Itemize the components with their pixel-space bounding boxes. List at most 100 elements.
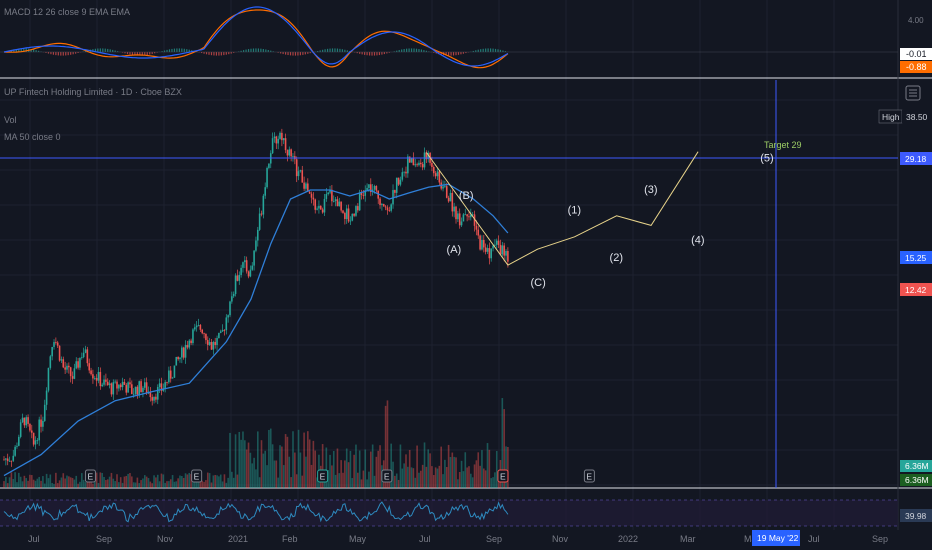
- candle-body: [275, 136, 278, 144]
- volume-bar: [143, 475, 146, 488]
- volume-bar: [321, 444, 324, 488]
- candle-body: [403, 171, 405, 173]
- volume-bar: [336, 448, 339, 488]
- price-legend: UP Fintech Holding Limited · 1D · Cboe B…: [4, 87, 182, 97]
- candle-body: [225, 317, 228, 331]
- macd-pane[interactable]: MACD 12 26 close 9 EMA EMA: [0, 6, 898, 69]
- candle-body: [56, 342, 59, 346]
- volume-bar: [156, 474, 159, 488]
- macd-histogram-bar: [220, 52, 222, 56]
- macd-histogram-bar: [70, 52, 72, 55]
- volume-bar: [395, 473, 398, 488]
- volume-bar: [127, 473, 129, 488]
- volume-bar: [36, 478, 39, 488]
- candle-body: [29, 423, 31, 431]
- volume-bar: [219, 474, 222, 488]
- macd-histogram-bar: [475, 50, 477, 52]
- volume-bar: [360, 479, 363, 488]
- volume-bar: [362, 470, 365, 488]
- wave-label: (1): [568, 205, 581, 217]
- volume-bar: [136, 477, 139, 488]
- volume-bar: [507, 446, 509, 488]
- earnings-marker: [191, 469, 203, 483]
- volume-bar: [86, 480, 89, 488]
- volume-bar: [256, 431, 259, 488]
- macd-histogram-bar: [23, 48, 25, 52]
- candle-body: [431, 162, 433, 168]
- macd-histogram-bar: [77, 52, 79, 54]
- candle-body: [18, 436, 20, 446]
- macd-histogram-bar: [67, 52, 69, 56]
- volume-bar: [373, 475, 376, 488]
- volume-bar: [505, 446, 507, 488]
- candle-body: [238, 274, 241, 281]
- volume-bar: [201, 480, 204, 488]
- macd-histogram-bar: [230, 52, 232, 54]
- volume-bar: [30, 475, 33, 488]
- macd-histogram-bar: [252, 48, 255, 52]
- macd-histogram-bar: [210, 52, 213, 56]
- candle-body: [30, 430, 33, 433]
- volume-bar: [160, 473, 163, 488]
- candle-body: [145, 382, 148, 394]
- macd-histogram-bar: [452, 52, 455, 56]
- macd-histogram-bar: [109, 49, 111, 52]
- candle-body: [131, 384, 133, 394]
- volume-bar: [479, 465, 481, 488]
- volume-bar: [431, 466, 433, 488]
- volume-bar: [392, 461, 394, 488]
- candle-body: [266, 167, 268, 188]
- candle-body: [121, 381, 124, 388]
- macd-histogram-bar: [124, 52, 126, 54]
- macd-histogram-bar: [57, 52, 59, 56]
- volume-bar: [290, 477, 292, 488]
- volume-bar: [12, 478, 15, 488]
- macd-histogram-bar: [265, 49, 267, 52]
- volume-bar: [56, 483, 59, 488]
- candle-body: [71, 376, 74, 379]
- candle-body: [357, 206, 359, 211]
- candle-body: [197, 324, 200, 326]
- macd-histogram-bar: [228, 52, 230, 55]
- volume-bar: [92, 483, 94, 488]
- candle-body: [412, 158, 415, 166]
- price-candles[interactable]: [3, 128, 509, 467]
- macd-histogram-bar: [284, 52, 287, 55]
- candle-body: [381, 203, 383, 206]
- candle-body: [223, 329, 226, 331]
- candle-body: [140, 381, 142, 393]
- volume-bar: [468, 466, 470, 488]
- volume-bar: [134, 482, 137, 488]
- macd-histogram-bar: [161, 51, 163, 52]
- candle-body: [395, 177, 398, 193]
- candle-body: [69, 367, 72, 377]
- candle-body: [390, 204, 392, 211]
- volume-bar: [453, 456, 455, 488]
- candle-body: [281, 132, 283, 141]
- volume-bar: [503, 409, 505, 488]
- candle-body: [358, 192, 361, 211]
- volume-bar: [292, 431, 294, 488]
- volume-bar: [5, 476, 7, 488]
- candle-body: [334, 199, 337, 201]
- macd-histogram-bar: [141, 52, 143, 56]
- elliott-wave-projection[interactable]: [425, 151, 699, 266]
- candle-body: [449, 192, 452, 202]
- volume-bar: [210, 482, 213, 488]
- candle-body: [99, 371, 102, 387]
- candle-body: [186, 345, 189, 348]
- candle-body: [143, 382, 146, 388]
- volume-bar: [206, 472, 209, 488]
- time-axis-label: Jul: [808, 534, 820, 544]
- volume-bar: [357, 472, 359, 488]
- volume-bar: [266, 465, 268, 488]
- candle-body: [62, 359, 65, 368]
- volume-bar: [436, 468, 439, 488]
- chart-settings-icon[interactable]: [905, 85, 921, 101]
- volume-bar: [64, 478, 66, 488]
- time-axis-label: 2022: [618, 534, 638, 544]
- candle-body: [206, 340, 209, 345]
- candle-body: [25, 417, 28, 426]
